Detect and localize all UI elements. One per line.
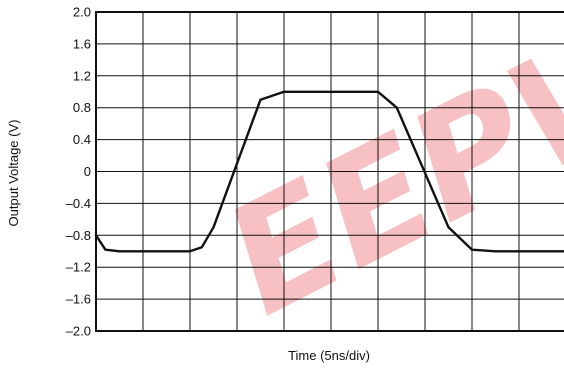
y-tick-label: –0.4 <box>66 196 91 211</box>
y-tick-label: 1.2 <box>73 68 91 83</box>
series-layer <box>94 90 564 253</box>
watermark-layer: EEPW <box>214 0 564 357</box>
y-tick-label: –0.8 <box>66 228 91 243</box>
y-tick-label: 0 <box>84 164 91 179</box>
y-tick-label: 1.6 <box>73 36 91 51</box>
grid-layer <box>96 12 564 331</box>
y-tick-label: –1.6 <box>66 292 91 307</box>
y-tick-label: 0.8 <box>73 100 91 115</box>
y-tick-label: –2.0 <box>66 324 91 339</box>
y-tick-labels: 2.0 1.6 1.2 0.8 0.4 0 –0.4 –0.8 –1.2 –1.6 –2.0 <box>66 5 91 339</box>
x-axis-label: Time (5ns/div) <box>288 348 370 363</box>
y-axis-label: Output Voltage (V) <box>6 120 21 227</box>
frame-layer <box>95 11 564 332</box>
y-tick-label: –1.2 <box>66 260 91 275</box>
y-tick-label: 0.4 <box>73 132 91 147</box>
watermark: EEPW <box>214 0 564 357</box>
plot-frame <box>95 11 564 332</box>
series-line-0 <box>94 90 564 253</box>
y-tick-label: 2.0 <box>73 5 91 20</box>
